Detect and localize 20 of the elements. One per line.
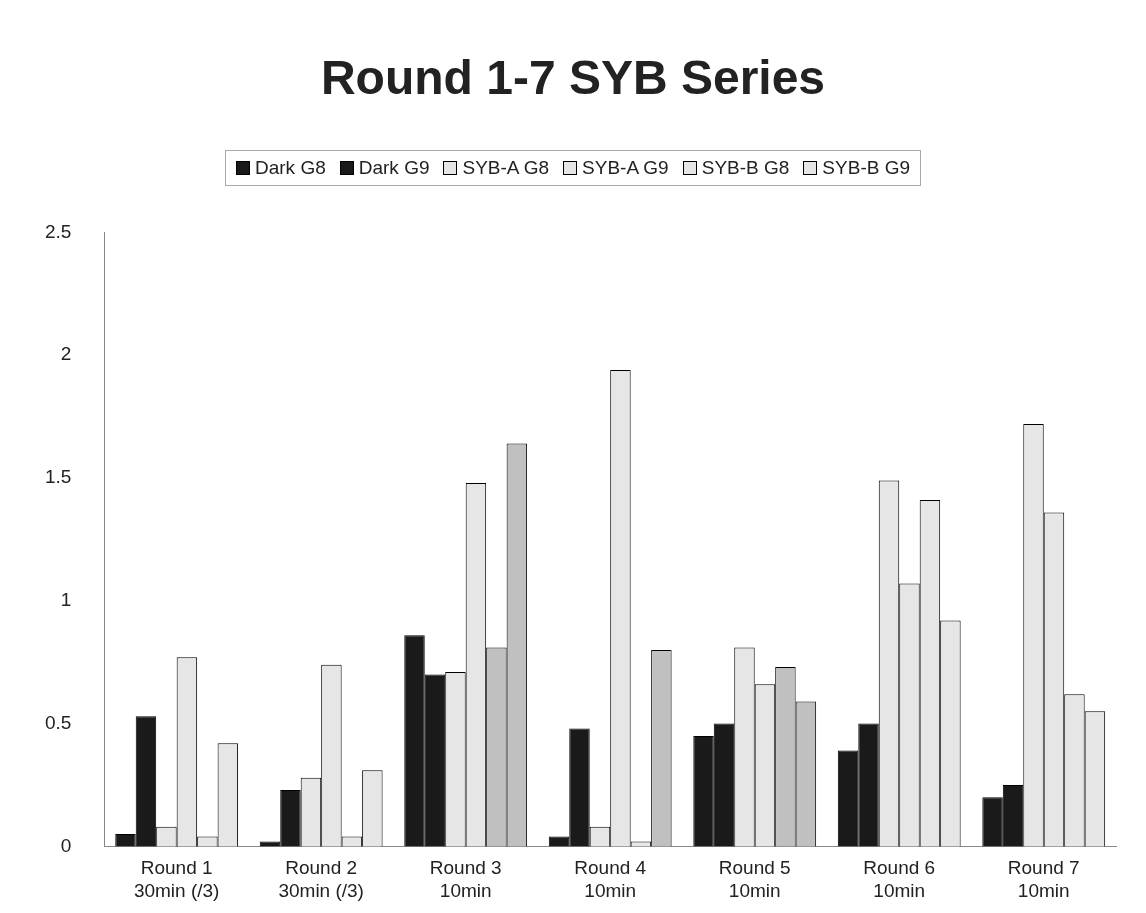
chart-title: Round 1-7 SYB Series: [319, 50, 827, 106]
x-tick-label: Round 1 30min (/3): [133, 857, 220, 901]
x-tick-label: Round 7 10min: [1007, 857, 1080, 901]
y-tick-label: 2.5: [44, 220, 72, 242]
x-tick-label: Round 4 10min: [574, 857, 647, 901]
legend-label: SYB-A G9: [582, 157, 669, 179]
x-tick-label: Round 3 10min: [429, 857, 502, 901]
x-tick-label: Round 5 10min: [718, 857, 791, 901]
y-tick-label: 0: [60, 834, 72, 856]
y-tick-label: 1: [60, 589, 72, 611]
y-tick-label: 1.5: [44, 466, 72, 488]
y-tick-label: 2: [60, 343, 72, 365]
legend-label: SYB-B G8: [701, 157, 790, 179]
legend-label: SYB-A G8: [462, 157, 550, 179]
x-tick-label: Round 6 10min: [863, 857, 936, 901]
legend-label: Dark G8: [254, 157, 326, 179]
legend-label: Dark G9: [358, 157, 430, 179]
x-tick-label: Round 2 30min (/3): [278, 857, 364, 901]
legend-label: SYB-B G9: [822, 157, 911, 179]
y-tick-label: 0.5: [44, 711, 72, 733]
